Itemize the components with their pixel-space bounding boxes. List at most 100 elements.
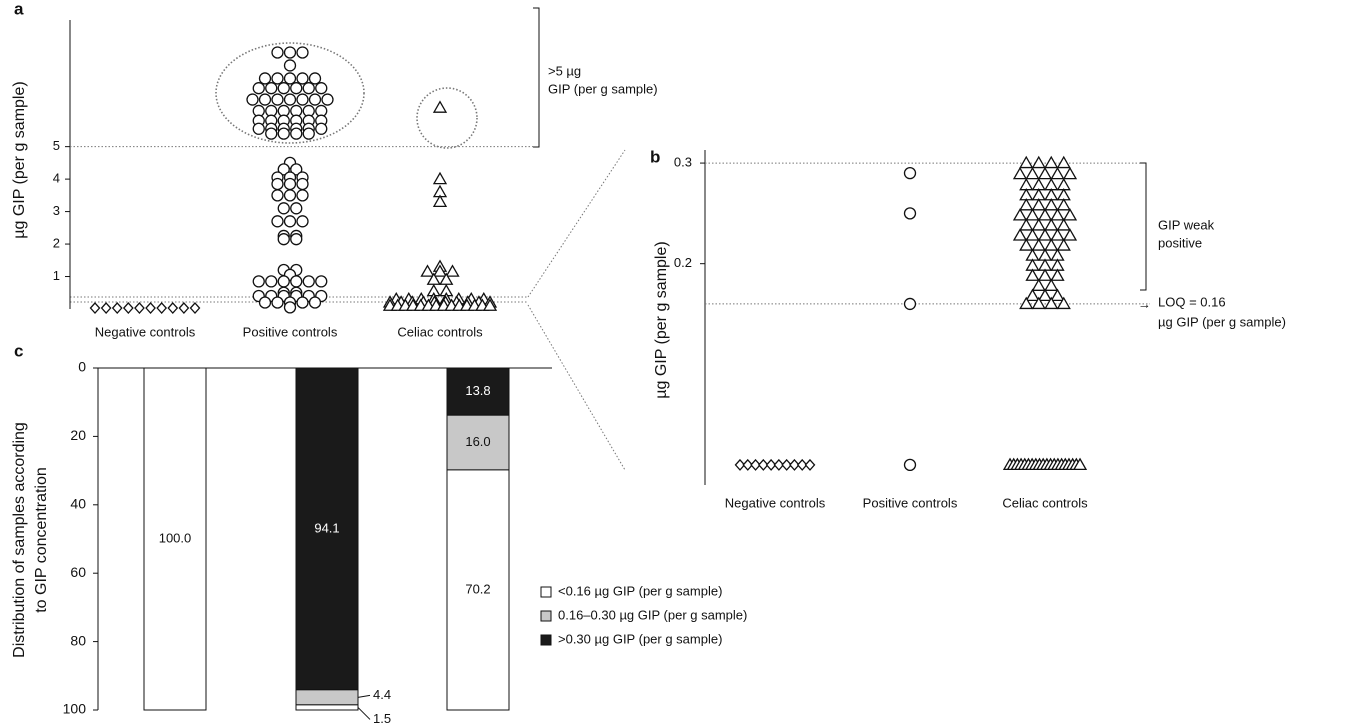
point	[315, 122, 328, 135]
point	[432, 100, 448, 113]
point	[290, 233, 303, 246]
point	[252, 82, 265, 95]
point	[283, 72, 297, 85]
y-tick-label: 40	[70, 496, 86, 512]
y-tick-label: 20	[70, 427, 86, 443]
point	[134, 302, 145, 314]
annotation: positive	[1158, 235, 1202, 250]
point	[283, 59, 297, 72]
annotation: GIP weak	[1158, 217, 1215, 232]
point	[271, 189, 284, 202]
bar-segment	[446, 469, 510, 711]
x-tick-label: Positive controls	[243, 324, 338, 339]
point	[1037, 268, 1053, 281]
y-axis-label: Distribution of samples according	[11, 422, 28, 658]
point	[265, 82, 278, 95]
point	[145, 302, 156, 314]
point	[277, 233, 290, 246]
point	[308, 72, 322, 85]
value-label: 94.1	[314, 520, 339, 535]
point	[1062, 228, 1078, 241]
point	[1037, 288, 1053, 302]
point	[445, 264, 460, 277]
value-label: 70.2	[465, 581, 490, 596]
point	[1044, 198, 1059, 211]
point	[100, 302, 112, 314]
value-label: 13.8	[465, 383, 490, 398]
point	[296, 46, 309, 59]
value-label: 4.4	[373, 687, 391, 702]
point	[283, 189, 297, 202]
point	[1031, 218, 1046, 231]
arrow: →	[1138, 296, 1151, 311]
point	[283, 177, 297, 191]
point	[1050, 228, 1065, 241]
point	[178, 302, 190, 314]
legend-label: 0.16–0.30 µg GIP (per g sample)	[558, 607, 747, 622]
point	[271, 72, 284, 85]
point	[804, 458, 816, 471]
y-tick-label: 1	[53, 268, 60, 283]
legend-swatch	[540, 610, 552, 622]
point	[271, 177, 284, 191]
point	[258, 93, 272, 106]
annotation: GIP (per g sample)	[548, 81, 658, 96]
point	[290, 163, 303, 176]
point	[296, 72, 309, 85]
point	[1019, 238, 1034, 251]
point	[1062, 166, 1078, 180]
point	[308, 93, 322, 106]
point	[903, 207, 917, 220]
point	[111, 302, 123, 314]
x-tick-label: Negative controls	[95, 324, 196, 339]
y-axis-label: to GIP concentration	[33, 467, 50, 613]
point	[271, 93, 284, 106]
point	[296, 189, 309, 202]
point	[1050, 166, 1065, 180]
point	[1056, 296, 1071, 310]
point	[315, 82, 328, 95]
point	[246, 93, 259, 106]
point	[1037, 208, 1053, 221]
point	[1025, 268, 1040, 281]
point	[89, 302, 101, 314]
point	[252, 275, 265, 288]
annotation: >5 µg	[548, 63, 581, 78]
point	[290, 202, 303, 215]
annotation: µg GIP (per g sample)	[1158, 314, 1286, 329]
y-tick-label: 100	[63, 701, 87, 717]
point	[1037, 166, 1053, 180]
y-tick-label: 0.2	[674, 255, 692, 270]
y-tick-label: 3	[53, 203, 60, 218]
point	[258, 296, 272, 309]
point	[757, 458, 769, 471]
panel-letter: c	[14, 341, 23, 360]
point	[277, 82, 290, 95]
point	[432, 264, 448, 277]
point	[1056, 238, 1071, 251]
point	[1037, 228, 1053, 241]
point	[1044, 296, 1059, 310]
x-tick-label: Celiac controls	[397, 324, 483, 339]
bar-segment	[143, 367, 207, 711]
cluster-outline	[215, 42, 365, 144]
bracket	[1140, 162, 1147, 291]
point	[1025, 288, 1040, 302]
point	[189, 302, 201, 314]
point	[1044, 155, 1059, 169]
point	[321, 93, 334, 106]
point	[290, 275, 303, 288]
x-tick-label: Celiac controls	[1002, 495, 1088, 510]
point	[1031, 155, 1046, 169]
point	[1056, 155, 1071, 169]
point	[1031, 278, 1046, 291]
zoom-line	[527, 304, 626, 471]
point	[1025, 228, 1040, 241]
point	[1044, 278, 1059, 291]
point	[1056, 218, 1071, 231]
value-label: 16.0	[465, 434, 490, 449]
point	[167, 302, 179, 314]
y-tick-label: 0	[78, 359, 86, 375]
point	[277, 202, 290, 215]
